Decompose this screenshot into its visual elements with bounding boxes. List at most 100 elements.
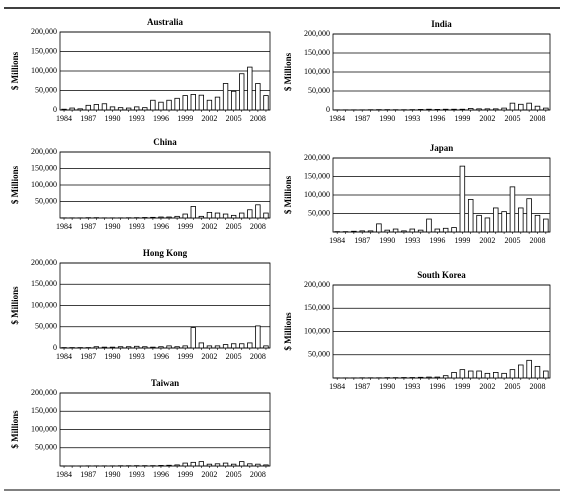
- bar: [134, 345, 140, 349]
- chart-title: China: [153, 137, 177, 147]
- x-tick-label: 1987: [80, 470, 96, 479]
- bar: [182, 462, 188, 467]
- x-tick-label: 1999: [454, 114, 470, 123]
- y-tick-label: 50,000: [35, 85, 57, 94]
- x-tick-label: 1999: [177, 352, 193, 361]
- bar: [190, 461, 196, 467]
- y-axis-label: $ Millions: [283, 175, 293, 214]
- x-tick-label: 2002: [201, 114, 217, 123]
- bar: [166, 464, 172, 467]
- bar: [239, 73, 245, 111]
- y-tick-label: 0: [53, 343, 57, 352]
- bar: [174, 464, 180, 467]
- x-tick-label: 2002: [479, 382, 495, 391]
- bar: [543, 218, 549, 233]
- bar: [263, 345, 269, 349]
- bar: [442, 375, 449, 379]
- x-tick-label: 1993: [129, 114, 145, 123]
- bar: [459, 108, 466, 111]
- bar: [190, 327, 196, 349]
- bar: [190, 94, 196, 111]
- bar: [247, 209, 253, 219]
- bar: [434, 228, 441, 233]
- bar: [239, 212, 245, 219]
- bar: [206, 345, 213, 349]
- bar: [166, 99, 172, 111]
- bar: [426, 376, 432, 379]
- x-tick-label: 1999: [177, 470, 193, 479]
- bar: [198, 461, 205, 467]
- y-tick-label: 200,000: [31, 147, 57, 156]
- x-tick-label: 1990: [379, 114, 395, 123]
- x-tick-label: 1996: [153, 114, 169, 123]
- bar: [150, 346, 156, 349]
- x-tick-label: 2005: [226, 222, 242, 231]
- chart-title: Australia: [147, 17, 184, 27]
- x-tick-label: 1996: [153, 352, 169, 361]
- y-tick-label: 150,000: [31, 279, 57, 288]
- bar: [426, 218, 432, 233]
- bar: [426, 108, 432, 111]
- x-tick-label: 1993: [129, 352, 145, 361]
- x-tick-label: 1990: [105, 222, 121, 231]
- bar: [158, 465, 164, 467]
- bar: [484, 372, 491, 379]
- bar: [125, 107, 132, 111]
- bar: [493, 207, 499, 233]
- bar: [434, 109, 441, 111]
- bar: [509, 102, 516, 111]
- bar: [263, 95, 269, 111]
- bar: [247, 342, 253, 349]
- y-tick-label: 100,000: [31, 66, 57, 75]
- bar: [117, 107, 124, 111]
- bar: [255, 325, 261, 349]
- bar: [367, 230, 374, 233]
- bar: [150, 216, 156, 219]
- bar: [376, 223, 382, 233]
- bar: [247, 463, 253, 467]
- x-tick-label: 2005: [226, 114, 242, 123]
- bar: [392, 228, 399, 233]
- x-tick-label: 1984: [56, 470, 72, 479]
- bar: [222, 344, 229, 349]
- x-tick-label: 1987: [354, 382, 370, 391]
- bar: [61, 108, 67, 111]
- bar: [534, 365, 541, 379]
- bar: [174, 97, 180, 111]
- y-tick-label: 150,000: [304, 171, 330, 180]
- bar: [417, 229, 424, 233]
- bar: [174, 346, 180, 349]
- bar: [467, 199, 474, 233]
- x-tick-label: 2008: [529, 114, 545, 123]
- bar: [206, 463, 213, 467]
- y-tick-label: 0: [53, 105, 57, 114]
- x-tick-label: 2002: [201, 470, 217, 479]
- x-tick-label: 2005: [226, 470, 242, 479]
- y-tick-label: 150,000: [31, 406, 57, 415]
- bar: [459, 165, 466, 233]
- bar: [255, 83, 261, 111]
- bar: [125, 346, 132, 349]
- y-axis-label: $ Millions: [10, 286, 20, 325]
- x-tick-label: 2008: [250, 470, 266, 479]
- bar: [263, 212, 269, 219]
- chart-title: South Korea: [417, 270, 466, 280]
- x-tick-label: 1999: [454, 236, 470, 245]
- x-tick-label: 1996: [153, 470, 169, 479]
- bar: [509, 186, 516, 233]
- y-tick-label: 200,000: [31, 388, 57, 397]
- y-tick-label: 50,000: [308, 350, 330, 359]
- x-tick-label: 2008: [529, 382, 545, 391]
- bar: [198, 215, 205, 219]
- x-tick-label: 1984: [329, 382, 345, 391]
- bar: [85, 104, 91, 111]
- bar: [351, 230, 357, 233]
- x-tick-label: 1987: [354, 236, 370, 245]
- x-tick-label: 1993: [404, 382, 420, 391]
- x-tick-label: 2005: [226, 352, 242, 361]
- x-tick-label: 1990: [105, 114, 121, 123]
- x-tick-label: 1990: [105, 470, 121, 479]
- bar: [359, 230, 365, 233]
- bar: [509, 369, 516, 379]
- x-tick-label: 1987: [354, 114, 370, 123]
